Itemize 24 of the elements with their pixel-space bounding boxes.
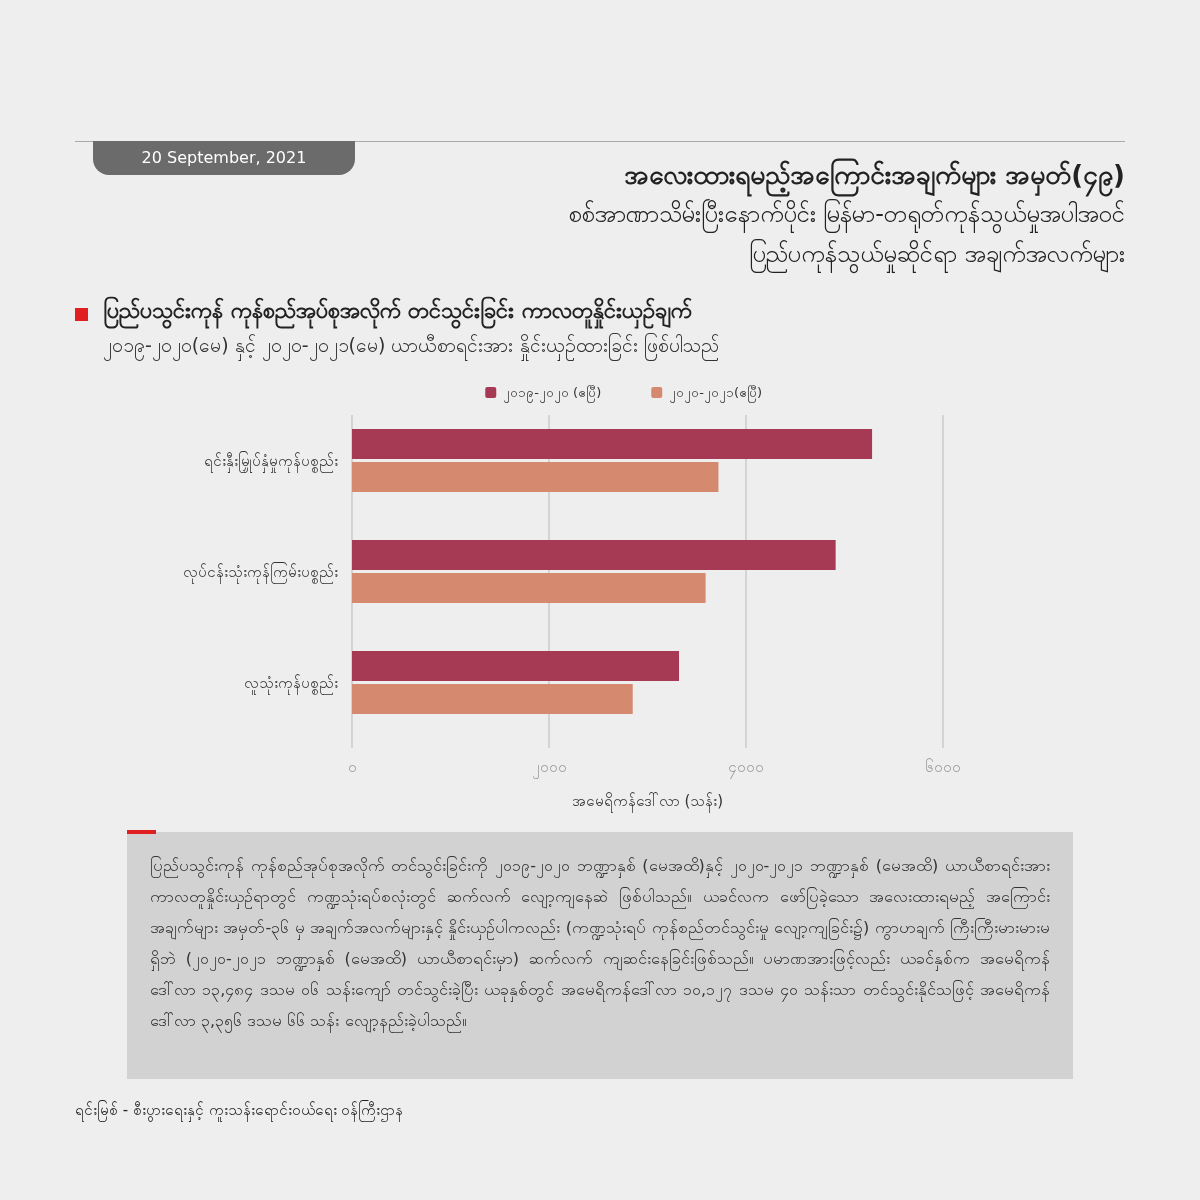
y-tick-label: လုပ်ငန်းသုံးကုန်ကြမ်းပစ္စည်း <box>183 561 338 584</box>
x-tick-label: ၀ <box>347 758 357 776</box>
text: အလေးထားရမည့်အကြောင်းအချက်များ အမှတ်(၄၉) <box>624 158 1125 197</box>
text: 20 September, 2021 <box>93 141 355 175</box>
text: ရင်းမြစ် - စီးပွားရေးနှင့် ကူးသန်းရောင်းဝယ်ရေး ဝန်ကြီးဌာန <box>75 1100 404 1122</box>
bar <box>352 573 706 603</box>
text: စစ်အာဏာသိမ်းပြီးနောက်ပိုင်း မြန်မာ-တရုတ်ကုန်သွယ်မှုအပါအဝင် <box>568 198 1125 234</box>
y-tick-label: ရင်းနှီးမြှုပ်နှံမှုကုန်ပစ္စည်း <box>204 450 338 473</box>
y-tick-label: လူသုံးကုန်ပစ္စည်း <box>244 673 338 695</box>
text: ပြည်ပသွင်းကုန် ကုန်စည်အုပ်စုအလိုက် တင်သွင်းခြင်းကို ၂၀၁၉-၂၀၂၀ ဘဏ္ဍာနှစ် (မေအထိ)နှင့် ၂၀၂၀-၂၀၂၁ ဘဏ္ဍာနှစ် (မေအထိ) ယာယီစာရင်းအား ကာလတူနှိုင်းယှဉ်ရာတွင် ကဏ္ဍသုံးရပ်စလုံးတွင် ဆက်လက် လျော့ကျနေဆဲ ဖြစ်ပါသည်။ ယခင်လက ဖော်ပြခဲ့သော အလေးထားရမည့် အကြောင်း အချက်များ အမှတ်-၃၆ မှ အချက်အလက်များနှင့် နှိုင်းယှဉ်ပါကလည်း (ကဏ္ဍသုံးရပ် ကုန်စည်တင်သွင်းမှု လျော့ကျခြင်း၌) ကွာဟချက် ကြီးကြီးမားမားမရှိဘဲ (၂၀၂၀-၂၀၂၁ ဘဏ္ဍာနှစ် (မေအထိ) ယာယီစာရင်းမှာ) ဆက်လက် ကျဆင်းနေခြင်းဖြစ်သည်။ ပမာဏအားဖြင့်လည်း ယခင်နှစ်က အမေရိကန်ဒေါ်လာ ၁၃,၄၈၄ ဒသမ ၀၆ သန်းကျော် တင်သွင်းခဲ့ပြီး ယခုနှစ်တွင် အမေရိကန်ဒေါ်လာ ၁၀,၁၂၇ ဒသမ ၄၀ သန်းသာ တင်သွင်းနိုင်သဖြင့် အမေရိကန်ဒေါ်လာ ၃,၃၅၆ ဒသမ ၆၆ သန်း လျော့နည်းခဲ့ပါသည်။ <box>150 855 1050 1035</box>
chart-title: ပြည်ပသွင်းကုန် ကုန်စည်အုပ်စုအလိုက် တင်သွင်းခြင်း ကာလတူနှိုင်းယှဉ်ချက် <box>103 296 692 329</box>
x-tick-label: ၆၀၀၀ <box>925 758 961 776</box>
legend-label: ၂၀၂၀-၂၀၂၁(ဧပြီ) <box>669 385 763 403</box>
bar <box>352 684 633 714</box>
chart-subtitle: ၂၀၁၉-၂၀၂၀(မေ) နှင့် ၂၀၂၀-၂၀၂၁(မေ) ယာယီစာရင်းအား နှိုင်းယှဉ်ထားခြင်း ဖြစ်ပါသည် <box>103 333 719 361</box>
bar <box>352 651 680 681</box>
x-tick-label: ၂၀၀၀ <box>531 758 567 779</box>
text: ပြည်ပကုန်သွယ်မှုဆိုင်ရာ အချက်အလက်များ <box>749 238 1125 274</box>
x-axis-title: အမေရိကန်ဒေါ်လာ (သန်း) <box>571 792 724 813</box>
bar <box>352 540 836 570</box>
bar <box>352 429 873 459</box>
bar <box>352 462 719 492</box>
legend-label: ၂၀၁၉-၂၀၂၀ (ဧပြီ) <box>503 385 602 403</box>
x-tick-label: ၄၀၀၀ <box>728 758 764 779</box>
